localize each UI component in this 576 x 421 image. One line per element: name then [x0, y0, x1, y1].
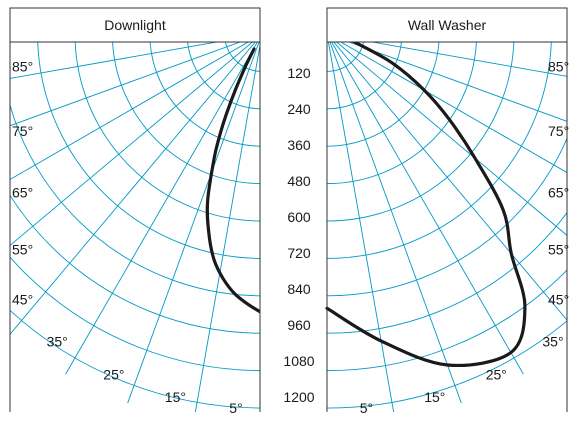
- wall-washer-grid-spoke-20: [329, 42, 462, 404]
- downlight-grid-spoke-40: [10, 42, 256, 336]
- radial-tick-label: 240: [287, 101, 311, 117]
- downlight-grid-ring-1200: [10, 309, 260, 409]
- downlight-angle-label: 55°: [12, 241, 33, 257]
- downlight-grid-ring-240: [187, 42, 260, 110]
- downlight-grid-ring-600: [74, 42, 260, 222]
- wall-washer-grid-ring-960: [326, 211, 567, 334]
- radial-tick-label: 720: [287, 245, 311, 261]
- wall-washer-angle-label: 65°: [548, 185, 569, 201]
- radial-tick-label: 120: [287, 65, 311, 81]
- wall-washer-angle-label: 15°: [424, 389, 445, 405]
- downlight-grid-ring-360: [149, 42, 260, 147]
- downlight-curve-group: [205, 47, 260, 314]
- wall-washer-curve: [325, 42, 527, 367]
- wall-washer-angle-label: 45°: [548, 292, 569, 308]
- downlight-angle-label: 85°: [12, 59, 33, 75]
- downlight-grid-ring-1080: [10, 256, 260, 372]
- wall-washer-grid-ring-480: [326, 42, 477, 185]
- downlight-angle-label: 5°: [229, 400, 242, 416]
- wall-washer-grid-ring-720: [326, 42, 552, 259]
- wall-washer-grid-ring-360: [326, 42, 440, 147]
- downlight-grid-spoke-10: [194, 42, 260, 412]
- downlight-angle-label: 35°: [47, 334, 68, 350]
- chart-frame: [9, 7, 568, 412]
- wall-washer-curve-group: [325, 42, 527, 367]
- downlight-header: [9, 7, 261, 43]
- radial-tick-label: 1080: [283, 353, 314, 369]
- wall-washer-grid-ring-1080: [326, 269, 567, 372]
- wall-washer-grid-spoke-30: [331, 42, 524, 375]
- radial-tick-label: 480: [287, 173, 311, 189]
- radial-tick-label: 840: [287, 281, 311, 297]
- wall-washer-angle-label: 25°: [486, 366, 507, 382]
- wall-washer-grid-spoke-80: [369, 42, 567, 77]
- wall-washer-angle-label: 75°: [548, 123, 569, 139]
- radial-tick-label: 360: [287, 137, 311, 153]
- downlight-grid-ring-840: [10, 103, 260, 297]
- downlight-grid-spoke-20: [127, 42, 260, 404]
- wall-washer-grid-ring-1200: [326, 320, 567, 409]
- wall-washer-grid-spoke-70: [347, 42, 567, 122]
- downlight-grid-spoke-80: [10, 42, 220, 79]
- downlight-curve: [205, 47, 260, 314]
- radial-scale: 120 240 360 480 600 720 840 960 1080 1200: [283, 65, 314, 405]
- radial-tick-label: 1200: [283, 389, 314, 405]
- downlight-angle-label: 75°: [12, 123, 33, 139]
- wall-washer-grid-ring-840: [326, 137, 567, 297]
- wall-washer-grid: [326, 42, 567, 412]
- wall-washer-grid-spoke-10: [327, 42, 395, 412]
- wall-washer-header: [326, 7, 568, 43]
- downlight-grid-spoke-50: [10, 42, 254, 247]
- downlight-grid-ring-480: [112, 42, 260, 185]
- downlight-grid: [10, 42, 260, 412]
- downlight-grid-spoke-70: [10, 42, 242, 127]
- downlight-grid-spoke-30: [65, 42, 258, 375]
- downlight-angle-label: 65°: [12, 185, 33, 201]
- downlight-angle-label: 15°: [165, 389, 186, 405]
- wall-washer-title: Wall Washer: [408, 17, 487, 33]
- downlight-grid-spoke-60: [10, 42, 250, 181]
- downlight-angle-label: 45°: [12, 292, 33, 308]
- downlight-angle-label: 25°: [103, 366, 124, 382]
- wall-washer-angle-label: 35°: [542, 334, 563, 350]
- wall-washer-grid-spoke-60: [339, 42, 567, 174]
- radial-tick-label: 600: [287, 209, 311, 225]
- wall-washer-grid-spoke-40: [333, 42, 567, 321]
- radial-tick-label: 960: [287, 317, 311, 333]
- wall-washer-angle-label: 55°: [548, 241, 569, 257]
- wall-washer-angle-label: 5°: [360, 400, 373, 416]
- wall-washer-grid-spoke-50: [335, 42, 567, 236]
- downlight-grid-ring-960: [10, 194, 260, 334]
- wall-washer-grid-ring-240: [326, 42, 402, 110]
- wall-washer-angle-label: 85°: [548, 59, 569, 75]
- downlight-title: Downlight: [104, 17, 166, 33]
- angle-labels: 85° 85° 75° 75° 65° 65° 55° 55° 45° 45° 35° 35° 25° 2…: [12, 59, 569, 417]
- wall-washer-grid-ring-600: [326, 42, 515, 222]
